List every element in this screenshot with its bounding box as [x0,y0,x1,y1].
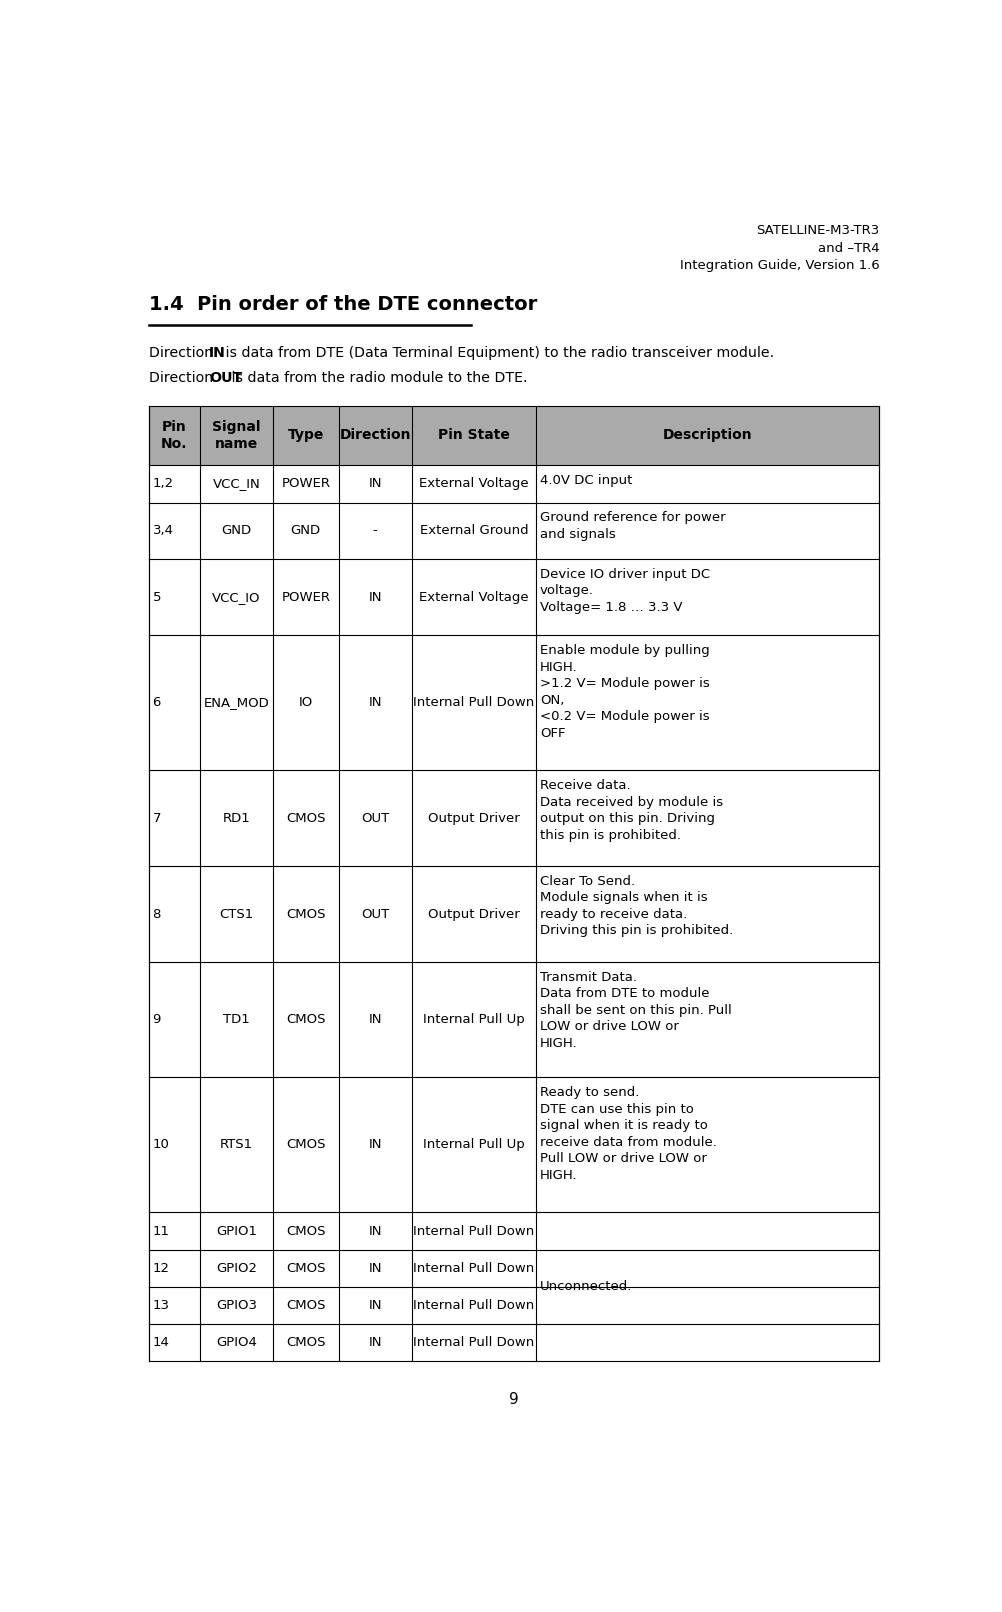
Text: IN: IN [368,590,382,604]
Bar [148,962,879,1077]
Text: 1.4  Pin order of the DTE connector: 1.4 Pin order of the DTE connector [148,295,536,314]
Text: IO: IO [299,696,313,709]
Text: GPIO2: GPIO2 [215,1262,257,1275]
Text: 5: 5 [152,590,161,604]
Text: Clear To Send.
Module signals when it is
ready to receive data.
Driving this pin: Clear To Send. Module signals when it is… [539,875,732,938]
Text: OUT: OUT [361,908,389,920]
Text: CMOS: CMOS [286,812,326,825]
Text: 12: 12 [152,1262,169,1275]
Text: IN: IN [368,1299,382,1312]
Bar [148,466,879,503]
Text: 6: 6 [152,696,160,709]
Text: Internal Pull Down: Internal Pull Down [413,1299,534,1312]
Bar [148,866,879,962]
Text: OUT: OUT [208,371,242,385]
Text: IN: IN [208,347,225,359]
Text: Direction: Direction [148,347,217,359]
Text: CMOS: CMOS [286,1138,326,1151]
Text: CMOS: CMOS [286,1014,326,1027]
Text: Internal Pull Down: Internal Pull Down [413,696,534,709]
Text: Direction: Direction [148,371,217,385]
Text: IN: IN [368,1014,382,1027]
Bar [148,503,879,559]
Text: GPIO1: GPIO1 [215,1225,257,1238]
Text: is data from DTE (Data Terminal Equipment) to the radio transceiver module.: is data from DTE (Data Terminal Equipmen… [220,347,774,359]
Text: External Voltage: External Voltage [419,477,528,490]
Text: Integration Guide, Version 1.6: Integration Guide, Version 1.6 [679,260,879,272]
Text: Receive data.
Data received by module is
output on this pin. Driving
this pin is: Receive data. Data received by module is… [539,779,722,841]
Text: Device IO driver input DC
voltage.
Voltage= 1.8 … 3.3 V: Device IO driver input DC voltage. Volta… [539,567,709,614]
Text: 13: 13 [152,1299,169,1312]
Text: Direction: Direction [339,429,411,442]
Text: CMOS: CMOS [286,908,326,920]
Text: CMOS: CMOS [286,1225,326,1238]
Text: 11: 11 [152,1225,169,1238]
Text: 1,2: 1,2 [152,477,173,490]
Text: IN: IN [368,477,382,490]
Bar [148,559,879,635]
Bar [148,1212,879,1249]
Bar [148,635,879,771]
Text: Description: Description [662,429,752,442]
Text: Output Driver: Output Driver [428,812,519,825]
Text: SATELLINE-M3-TR3: SATELLINE-M3-TR3 [756,224,879,237]
Text: 8: 8 [152,908,160,920]
Text: IN: IN [368,696,382,709]
Text: 9: 9 [509,1393,518,1407]
Text: Enable module by pulling
HIGH.
>1.2 V= Module power is
ON,
<0.2 V= Module power : Enable module by pulling HIGH. >1.2 V= M… [539,645,708,740]
Text: is data from the radio module to the DTE.: is data from the radio module to the DTE… [227,371,527,385]
Text: -: - [373,524,377,537]
Text: Signal
name: Signal name [211,419,261,451]
Text: CTS1: CTS1 [219,908,254,920]
Text: Internal Pull Down: Internal Pull Down [413,1336,534,1349]
Text: Pin State: Pin State [438,429,509,442]
Text: Pin
No.: Pin No. [161,419,187,451]
Text: and –TR4: and –TR4 [817,242,879,255]
Text: IN: IN [368,1336,382,1349]
Text: 10: 10 [152,1138,169,1151]
Text: 7: 7 [152,812,161,825]
Text: Internal Pull Up: Internal Pull Up [423,1014,524,1027]
Text: GND: GND [291,524,321,537]
Text: Ready to send.
DTE can use this pin to
signal when it is ready to
receive data f: Ready to send. DTE can use this pin to s… [539,1086,716,1182]
Text: RD1: RD1 [222,812,250,825]
Bar [148,406,879,466]
Text: RTS1: RTS1 [219,1138,253,1151]
Text: VCC_IN: VCC_IN [212,477,260,490]
Text: Unconnected.: Unconnected. [539,1280,631,1293]
Text: TD1: TD1 [222,1014,249,1027]
Bar [148,1249,879,1286]
Text: Ground reference for power
and signals: Ground reference for power and signals [539,511,724,540]
Text: POWER: POWER [281,590,330,604]
Text: VCC_IO: VCC_IO [211,590,261,604]
Text: External Voltage: External Voltage [419,590,528,604]
Text: GND: GND [221,524,252,537]
Bar [148,1323,879,1362]
Text: 14: 14 [152,1336,169,1349]
Text: GPIO4: GPIO4 [215,1336,257,1349]
Bar [148,1286,879,1323]
Text: Internal Pull Down: Internal Pull Down [413,1225,534,1238]
Text: Internal Pull Down: Internal Pull Down [413,1262,534,1275]
Text: 3,4: 3,4 [152,524,173,537]
Bar [148,771,879,866]
Text: External Ground: External Ground [419,524,528,537]
Text: Type: Type [288,429,324,442]
Text: IN: IN [368,1138,382,1151]
Text: 4.0V DC input: 4.0V DC input [539,474,631,487]
Text: CMOS: CMOS [286,1262,326,1275]
Text: IN: IN [368,1225,382,1238]
Text: OUT: OUT [361,812,389,825]
Text: Output Driver: Output Driver [428,908,519,920]
Text: CMOS: CMOS [286,1299,326,1312]
Text: Internal Pull Up: Internal Pull Up [423,1138,524,1151]
Text: 9: 9 [152,1014,160,1027]
Text: ENA_MOD: ENA_MOD [203,696,269,709]
Bar [148,1077,879,1212]
Text: CMOS: CMOS [286,1336,326,1349]
Text: POWER: POWER [281,477,330,490]
Text: IN: IN [368,1262,382,1275]
Text: GPIO3: GPIO3 [215,1299,257,1312]
Text: Transmit Data.
Data from DTE to module
shall be sent on this pin. Pull
LOW or dr: Transmit Data. Data from DTE to module s… [539,970,730,1049]
